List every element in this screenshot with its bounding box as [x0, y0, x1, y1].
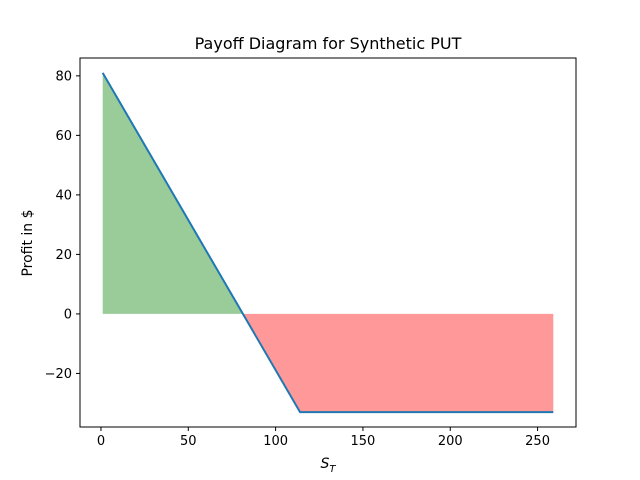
y-axis-label: Profit in $ [20, 209, 36, 276]
loss-area [242, 313, 554, 413]
x-axis-label-main: S [321, 456, 330, 472]
y-tick-label: 80 [55, 69, 72, 84]
y-tick-label: 40 [55, 188, 72, 203]
series-layer [101, 72, 554, 414]
x-axis-ticks: 0 50 100 150 200 250 [97, 427, 550, 449]
plot-area-frame [79, 57, 577, 428]
y-tick-label: 20 [55, 248, 72, 263]
x-tick-label: 100 [263, 434, 288, 449]
y-tick-label: 60 [55, 129, 72, 144]
y-axis-ticks: −20 0 20 40 60 80 [45, 69, 80, 382]
payoff-line [101, 72, 554, 414]
y-tick-label: 0 [64, 307, 72, 322]
x-tick-label: 50 [180, 434, 197, 449]
chart-title: Payoff Diagram for Synthetic PUT [195, 34, 462, 53]
x-axis-label-subscript: T [329, 464, 336, 475]
x-tick-label: 200 [438, 434, 463, 449]
y-tick-label: −20 [45, 367, 72, 382]
x-axis-label: ST [321, 456, 337, 475]
x-tick-label: 150 [351, 434, 376, 449]
x-tick-label: 250 [525, 434, 550, 449]
x-tick-label: 0 [97, 434, 105, 449]
